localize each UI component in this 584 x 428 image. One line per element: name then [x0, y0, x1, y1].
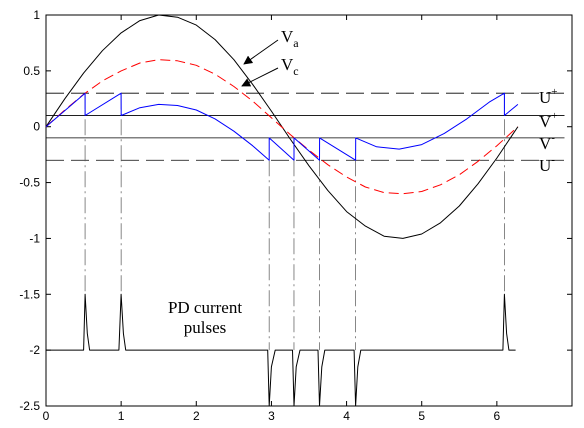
vertical-markers [84, 93, 505, 351]
vc-arrow [241, 67, 279, 87]
series-line-3 [46, 293, 516, 407]
annotations: Va Vc U+ V+ V- U- PD current pulses [168, 27, 558, 337]
x-tick-label: 3 [268, 409, 275, 423]
pulses-label-line2: pulses [184, 318, 227, 337]
x-tick-label: 0 [43, 409, 50, 423]
series-line-1 [45, 59, 519, 195]
y-tick-label: 1 [33, 8, 40, 22]
x-tick-label: 6 [494, 409, 501, 423]
y-tick-label: -0.5 [19, 176, 40, 190]
x-tick-label: 4 [343, 409, 350, 423]
series-group [45, 14, 519, 407]
x-tick-label: 1 [118, 409, 125, 423]
v-plus-label: V+ [539, 110, 558, 131]
vc-label: Vc [281, 55, 299, 78]
u-minus-label: U- [539, 154, 555, 175]
x-tick-label: 5 [418, 409, 425, 423]
series-line-0 [45, 14, 519, 239]
y-tick-label: -1 [29, 231, 40, 245]
va-arrow [243, 39, 279, 65]
plot-area [45, 14, 573, 407]
y-tick-label: 0 [33, 120, 40, 134]
axis-ticks: 0 1 2 3 4 5 6 1 0.5 0 -0.5 -1 -1.5 -2 -2.5 [19, 8, 572, 423]
y-tick-label: 0.5 [23, 64, 40, 78]
series-line-2 [45, 92, 519, 161]
y-tick-label: -1.5 [19, 287, 40, 301]
u-plus-label: U+ [539, 86, 558, 107]
y-tick-label: -2.5 [19, 399, 40, 413]
x-tick-label: 2 [193, 409, 200, 423]
pulses-label-line1: PD current [168, 298, 242, 317]
va-label: Va [281, 27, 299, 50]
y-tick-label: -2 [29, 343, 40, 357]
v-minus-label: V- [539, 132, 555, 153]
